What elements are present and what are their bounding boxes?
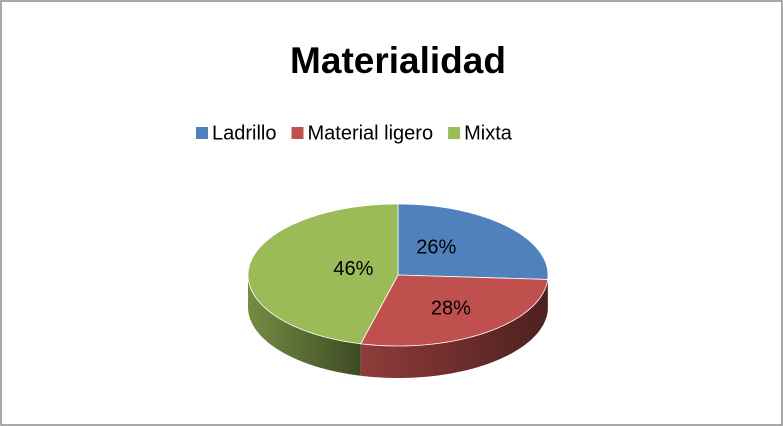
chart-title: Materialidad <box>290 40 506 81</box>
legend-swatch <box>291 127 304 139</box>
pie-slice <box>360 274 549 347</box>
legend-label: Material ligero <box>307 122 433 144</box>
pie-slice <box>397 203 549 280</box>
legend-label: Mixta <box>464 122 513 144</box>
pie-side <box>248 275 361 376</box>
legend-swatch <box>448 127 461 139</box>
data-label: 28% <box>431 298 471 320</box>
data-label: 26% <box>416 237 456 259</box>
legend-label: Ladrillo <box>212 122 276 144</box>
data-label: 46% <box>333 258 373 280</box>
legend-swatch <box>196 127 208 139</box>
pie-slice <box>247 203 399 345</box>
pie-side <box>360 279 548 378</box>
